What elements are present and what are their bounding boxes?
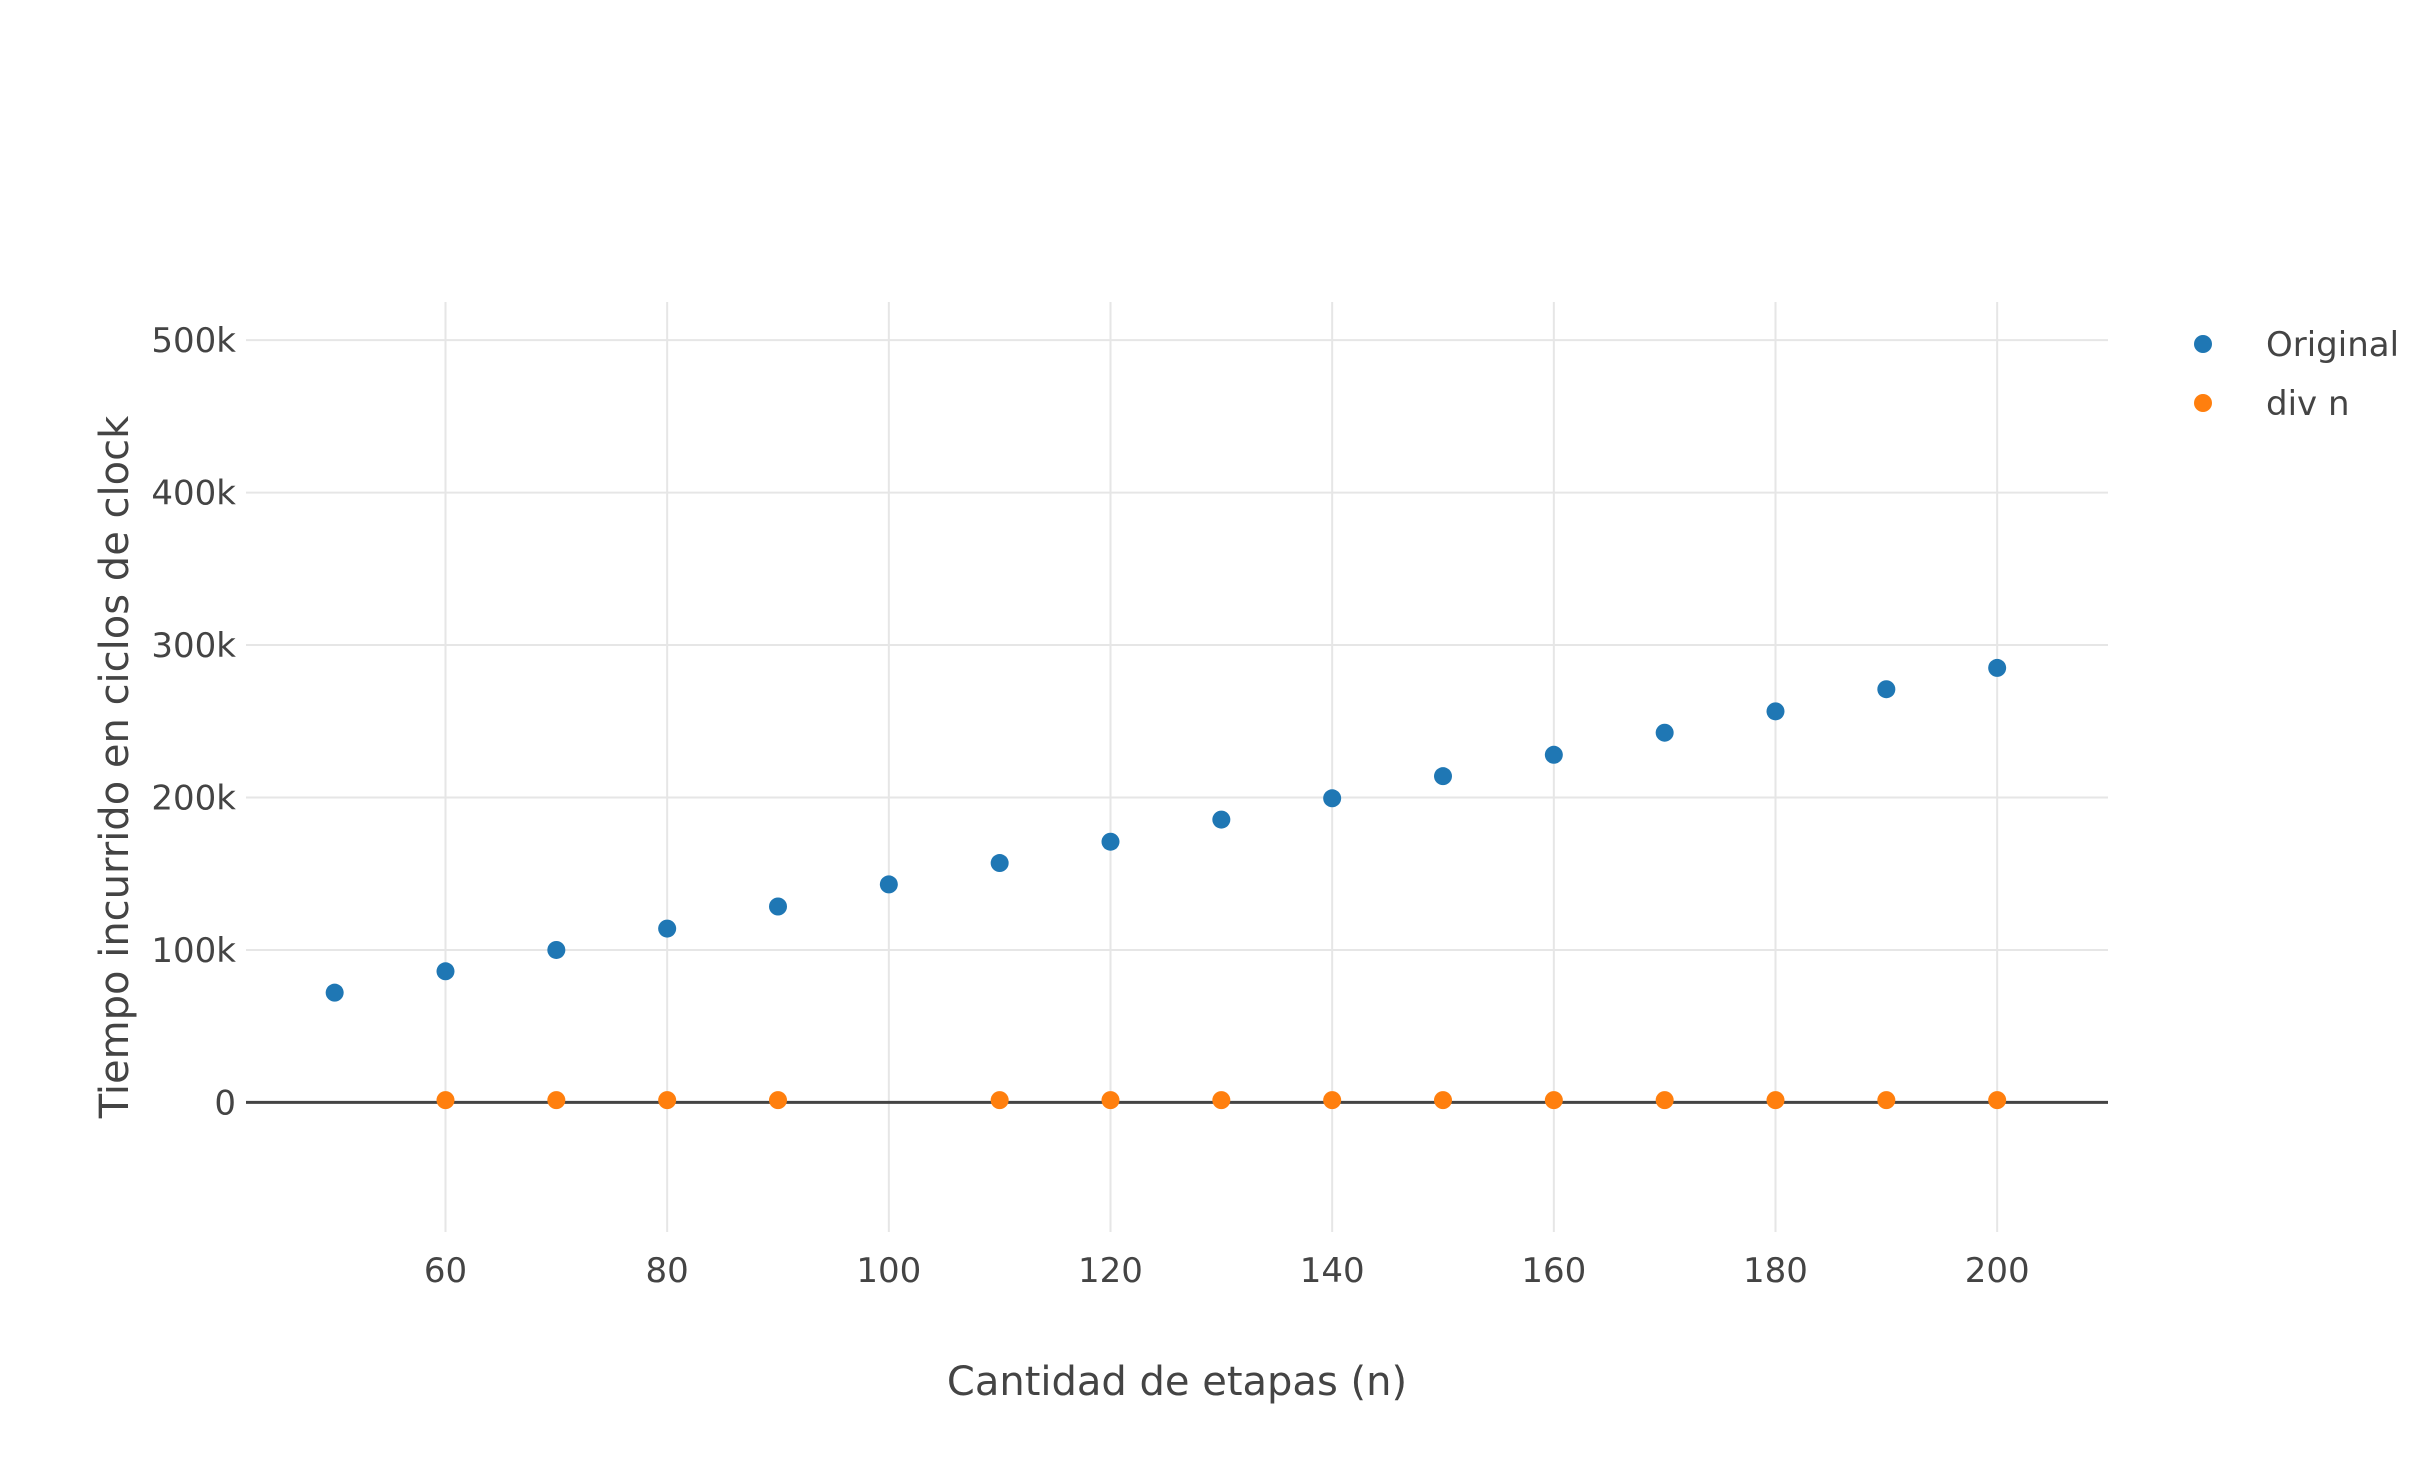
data-points — [325, 658, 2007, 1110]
data-point-original[interactable] — [325, 983, 344, 1002]
legend-marker-original — [2194, 335, 2212, 353]
data-point-original[interactable] — [547, 940, 566, 959]
legend-label-original: Original — [2266, 325, 2399, 365]
y-tick-label: 0 — [214, 1083, 236, 1123]
data-point-original[interactable] — [1877, 680, 1896, 699]
data-point-div-n[interactable] — [1877, 1091, 1896, 1110]
y-tick-label: 200k — [151, 778, 236, 818]
data-point-div-n[interactable] — [658, 1091, 677, 1110]
data-point-original[interactable] — [1655, 723, 1674, 742]
data-point-original[interactable] — [1101, 832, 1120, 851]
data-point-original[interactable] — [769, 897, 787, 916]
x-tick-label: 80 — [646, 1251, 689, 1291]
data-point-div-n[interactable] — [1988, 1091, 2007, 1110]
y-axis-title: Tiempo incurrido en ciclos de clock — [92, 415, 138, 1119]
data-point-div-n[interactable] — [1766, 1091, 1785, 1110]
x-tick-label: 100 — [856, 1251, 921, 1291]
x-tick-label: 60 — [424, 1251, 467, 1291]
grid-lines — [246, 302, 2108, 1232]
x-tick-label: 140 — [1300, 1251, 1365, 1291]
legend-item-original[interactable]: Original — [2194, 325, 2399, 365]
data-point-div-n[interactable] — [769, 1091, 787, 1110]
data-point-original[interactable] — [990, 854, 1009, 873]
data-point-original[interactable] — [1988, 658, 2007, 677]
y-axis-ticks: 0 100k 200k 300k 400k 500k — [151, 321, 236, 1123]
data-point-div-n[interactable] — [990, 1091, 1009, 1110]
y-tick-label: 300k — [151, 626, 236, 666]
data-point-div-n[interactable] — [1544, 1091, 1563, 1110]
y-tick-label: 500k — [151, 321, 236, 361]
data-point-original[interactable] — [1323, 789, 1342, 808]
x-axis-title: Cantidad de etapas (n) — [947, 1359, 1407, 1405]
legend-label-div-n: div n — [2266, 384, 2350, 424]
data-point-div-n[interactable] — [1101, 1091, 1120, 1110]
data-point-div-n[interactable] — [1323, 1091, 1342, 1110]
x-axis-ticks: 60 80 100 120 140 160 180 200 — [424, 1251, 2030, 1291]
data-point-original[interactable] — [658, 919, 677, 938]
data-point-div-n[interactable] — [1434, 1091, 1452, 1110]
data-point-original[interactable] — [1434, 767, 1452, 786]
x-tick-label: 180 — [1743, 1251, 1808, 1291]
data-point-div-n[interactable] — [547, 1091, 566, 1110]
legend[interactable]: Original div n — [2194, 325, 2399, 424]
data-point-div-n[interactable] — [436, 1091, 455, 1110]
x-tick-label: 200 — [1965, 1251, 2030, 1291]
x-tick-label: 120 — [1078, 1251, 1143, 1291]
data-point-original[interactable] — [1212, 810, 1231, 829]
data-point-div-n[interactable] — [1655, 1091, 1674, 1110]
legend-item-div-n[interactable]: div n — [2194, 384, 2350, 424]
data-point-div-n[interactable] — [1212, 1091, 1231, 1110]
data-point-original[interactable] — [1544, 745, 1563, 764]
y-tick-label: 400k — [151, 474, 236, 514]
data-point-original[interactable] — [879, 875, 898, 894]
data-point-original[interactable] — [1766, 702, 1785, 721]
legend-marker-div-n — [2194, 394, 2212, 412]
x-tick-label: 160 — [1521, 1251, 1586, 1291]
data-point-original[interactable] — [436, 962, 455, 981]
y-tick-label: 100k — [151, 931, 236, 971]
